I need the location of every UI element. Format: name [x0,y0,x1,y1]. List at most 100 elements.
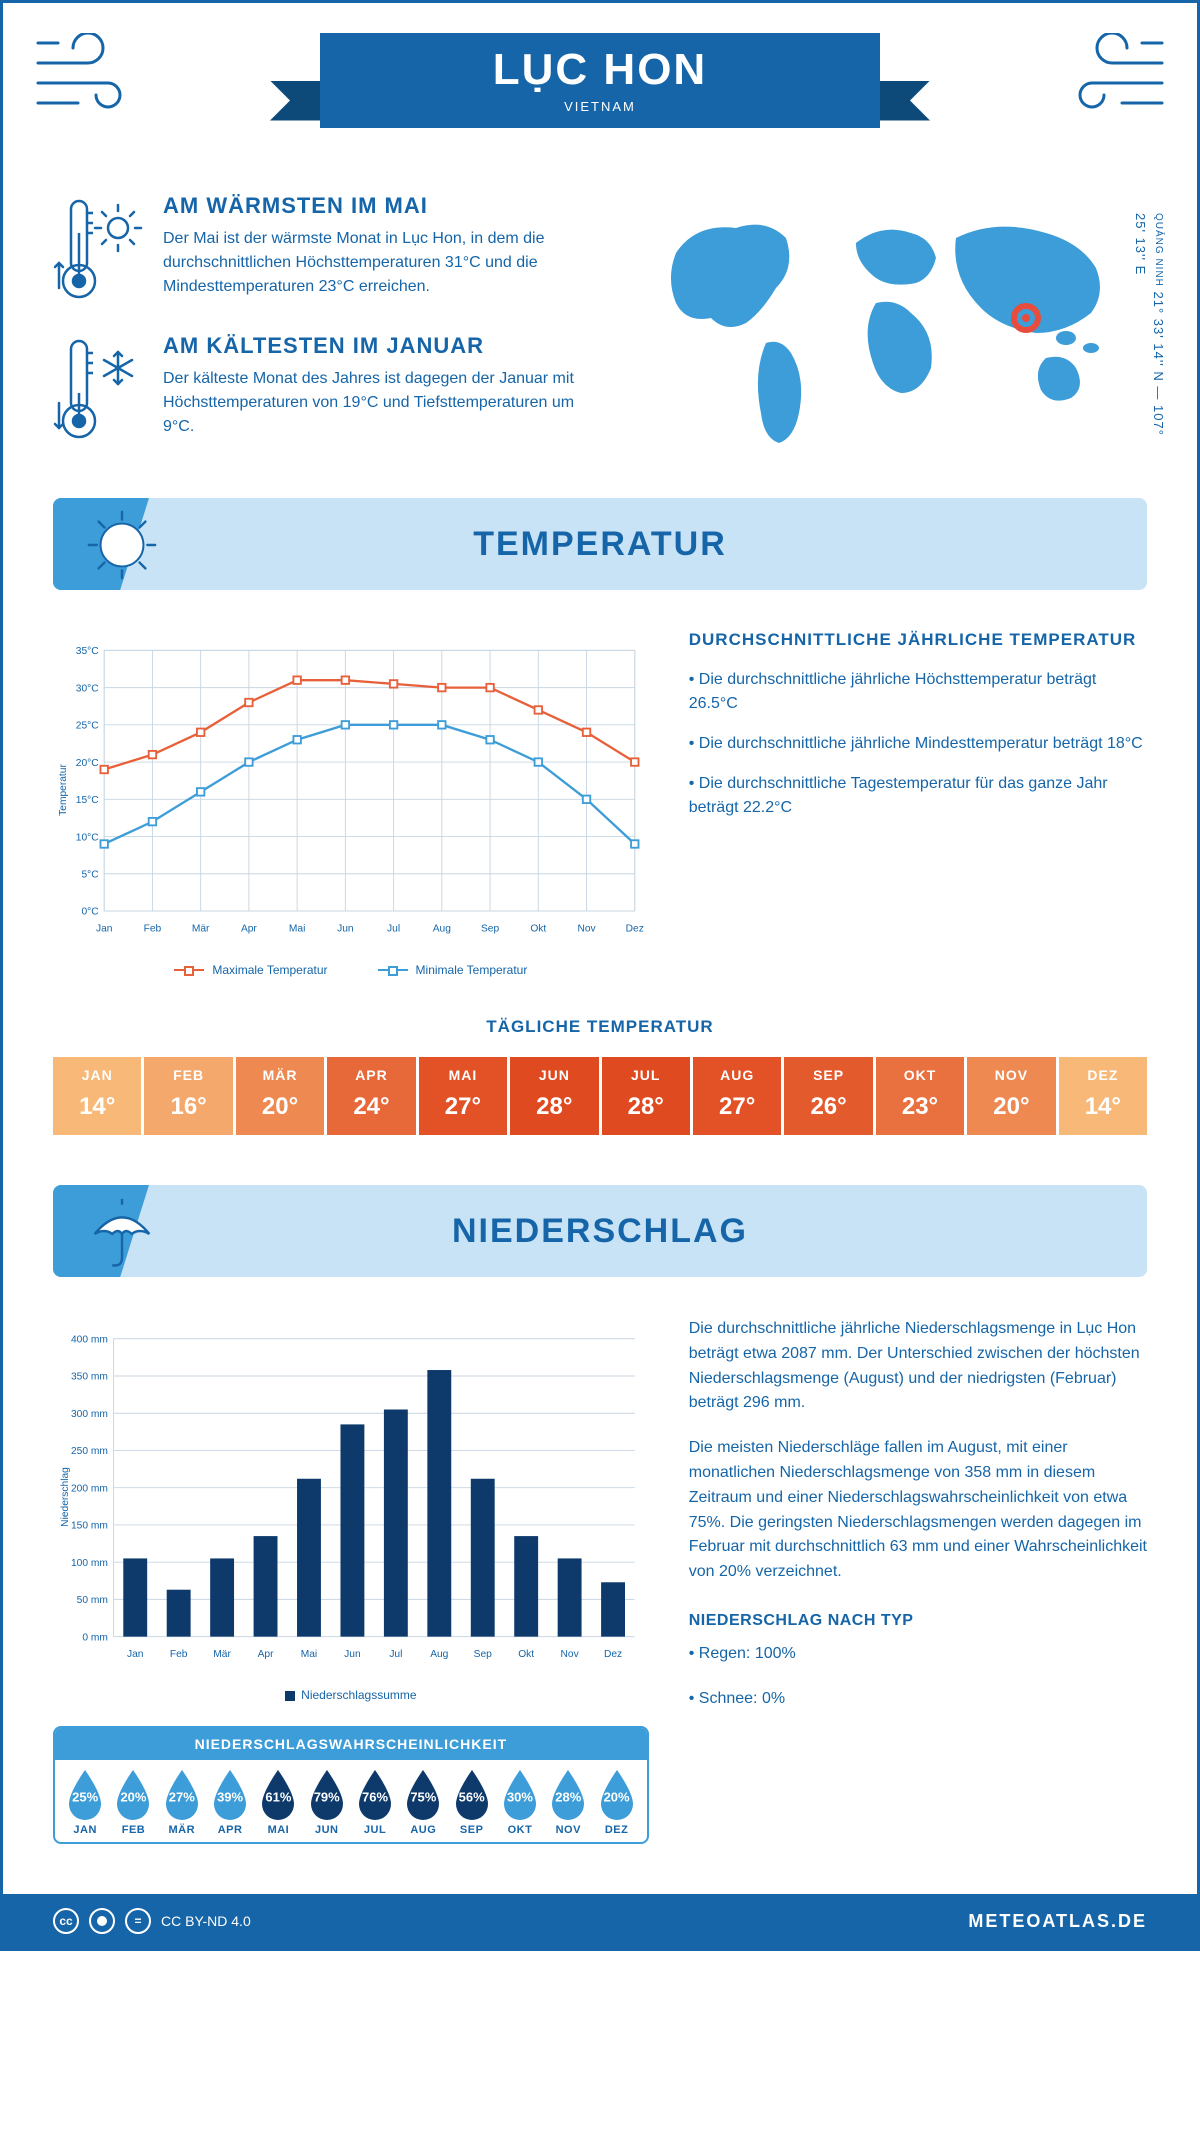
svg-text:10°C: 10°C [76,832,99,843]
intro-section: AM WÄRMSTEN IM MAI Der Mai ist der wärms… [3,163,1197,498]
thermometer-cold-icon [53,333,143,443]
probability-month: JAN [61,1824,109,1836]
probability-value: 56% [450,1789,494,1804]
svg-text:150 mm: 150 mm [71,1521,108,1532]
svg-text:0 mm: 0 mm [82,1632,108,1643]
daily-month-label: DEZ [1059,1067,1147,1083]
latitude: 21° 33' 14'' N [1151,292,1166,382]
svg-text:Jan: Jan [127,1649,144,1660]
probability-value: 20% [595,1789,639,1804]
daily-month-label: JUN [510,1067,598,1083]
temp-info-p1: • Die durchschnittliche jährliche Höchst… [689,668,1147,716]
svg-text:35°C: 35°C [76,646,99,657]
daily-temp-cell: AUG 27° [693,1057,781,1135]
raindrop-icon: 20% [111,1768,155,1820]
precipitation-info: Die durchschnittliche jährliche Niedersc… [689,1317,1147,1844]
probability-month: SEP [448,1824,496,1836]
svg-text:0°C: 0°C [81,907,98,918]
warmest-title: AM WÄRMSTEN IM MAI [163,193,605,219]
svg-text:25°C: 25°C [76,721,99,732]
svg-text:Mär: Mär [192,923,210,934]
daily-month-label: MAI [419,1067,507,1083]
raindrop-icon: 39% [208,1768,252,1820]
coldest-fact: AM KÄLTESTEN IM JANUAR Der kälteste Mona… [53,333,605,443]
daily-month-label: JAN [53,1067,141,1083]
daily-temp-value: 14° [53,1093,141,1121]
svg-text:Nov: Nov [577,923,596,934]
svg-text:Jun: Jun [344,1649,361,1660]
svg-text:Mär: Mär [213,1649,231,1660]
location-country: VIETNAM [320,99,880,114]
license-block: cc = CC BY-ND 4.0 [53,1908,251,1934]
svg-text:Okt: Okt [518,1649,534,1660]
daily-temp-cell: SEP26° [784,1057,872,1135]
cc-nd-icon: = [125,1908,151,1934]
daily-temp-value: 20° [236,1093,324,1121]
precip-info-p2: Die meisten Niederschläge fallen im Augu… [689,1436,1147,1585]
page: LỤC HON VIETNAM [0,0,1200,1951]
svg-text:Dez: Dez [626,923,644,934]
daily-temp-value: 14° [1059,1093,1147,1121]
raindrop-icon: 20% [595,1768,639,1820]
region-label: QUẢNG NINH [1153,213,1164,287]
svg-text:Apr: Apr [258,1649,274,1660]
coord-separator: — [1151,386,1166,400]
daily-temp-value: 26° [784,1093,872,1121]
raindrop-icon: 56% [450,1768,494,1820]
svg-text:Sep: Sep [474,1649,492,1660]
svg-text:Jul: Jul [389,1649,402,1660]
svg-text:Niederschlag: Niederschlag [60,1467,71,1527]
svg-text:Okt: Okt [530,923,546,934]
svg-text:Apr: Apr [241,923,257,934]
probability-value: 79% [305,1789,349,1804]
daily-temp-cell: OKT23° [876,1057,964,1135]
svg-text:300 mm: 300 mm [71,1409,108,1420]
wind-icon-left [33,33,153,123]
raindrop-icon: 79% [305,1768,349,1820]
probability-month: JUL [351,1824,399,1836]
svg-text:Mai: Mai [289,923,305,934]
raindrop-icon: 30% [498,1768,542,1820]
daily-month-label: APR [327,1067,415,1083]
warmest-fact: AM WÄRMSTEN IM MAI Der Mai ist der wärms… [53,193,605,303]
raindrop-icon: 28% [546,1768,590,1820]
daily-temp-value: 27° [693,1093,781,1121]
daily-month-label: FEB [144,1067,232,1083]
daily-temperature-table: JAN14°FEB16°MÄR20°APR24°MAI27°JUN28°JUL2… [53,1057,1147,1135]
precipitation-section-header: NIEDERSCHLAG [53,1185,1147,1277]
probability-value: 39% [208,1789,252,1804]
header: LỤC HON VIETNAM [3,3,1197,163]
daily-temp-value: 20° [967,1093,1055,1121]
raindrop-icon: 61% [256,1768,300,1820]
daily-temp-cell: NOV20° [967,1057,1055,1135]
brand: METEOATLAS.DE [968,1911,1147,1932]
daily-temp-cell: APR 24° [327,1057,415,1135]
svg-text:Jun: Jun [337,923,354,934]
probability-cell: 79% JUN [303,1768,351,1836]
precipitation-chart: Niederschlag0 mm50 mm100 mm150 mm200 mm2… [53,1317,649,1702]
daily-temp-value: 24° [327,1093,415,1121]
probability-value: 76% [353,1789,397,1804]
cc-by-icon [89,1908,115,1934]
probability-value: 25% [63,1789,107,1804]
daily-temp-cell: FEB16° [144,1057,232,1135]
precip-type-1: • Regen: 100% [689,1642,1147,1667]
raindrop-icon: 25% [63,1768,107,1820]
probability-month: MÄR [158,1824,206,1836]
probability-cell: 30% OKT [496,1768,544,1836]
probability-month: FEB [109,1824,157,1836]
probability-cell: 75% AUG [399,1768,447,1836]
temp-info-p2: • Die durchschnittliche jährliche Mindes… [689,732,1147,756]
daily-month-label: JUL [602,1067,690,1083]
svg-text:350 mm: 350 mm [71,1372,108,1383]
daily-month-label: AUG [693,1067,781,1083]
probability-value: 75% [401,1789,445,1804]
probability-cell: 25% JAN [61,1768,109,1836]
cc-icon: cc [53,1908,79,1934]
temperature-legend: Maximale Temperatur Minimale Temperatur [53,963,649,977]
probability-value: 20% [111,1789,155,1804]
probability-cell: 39% APR [206,1768,254,1836]
svg-text:400 mm: 400 mm [71,1334,108,1345]
svg-text:Aug: Aug [430,1649,448,1660]
svg-text:Jan: Jan [96,923,113,934]
